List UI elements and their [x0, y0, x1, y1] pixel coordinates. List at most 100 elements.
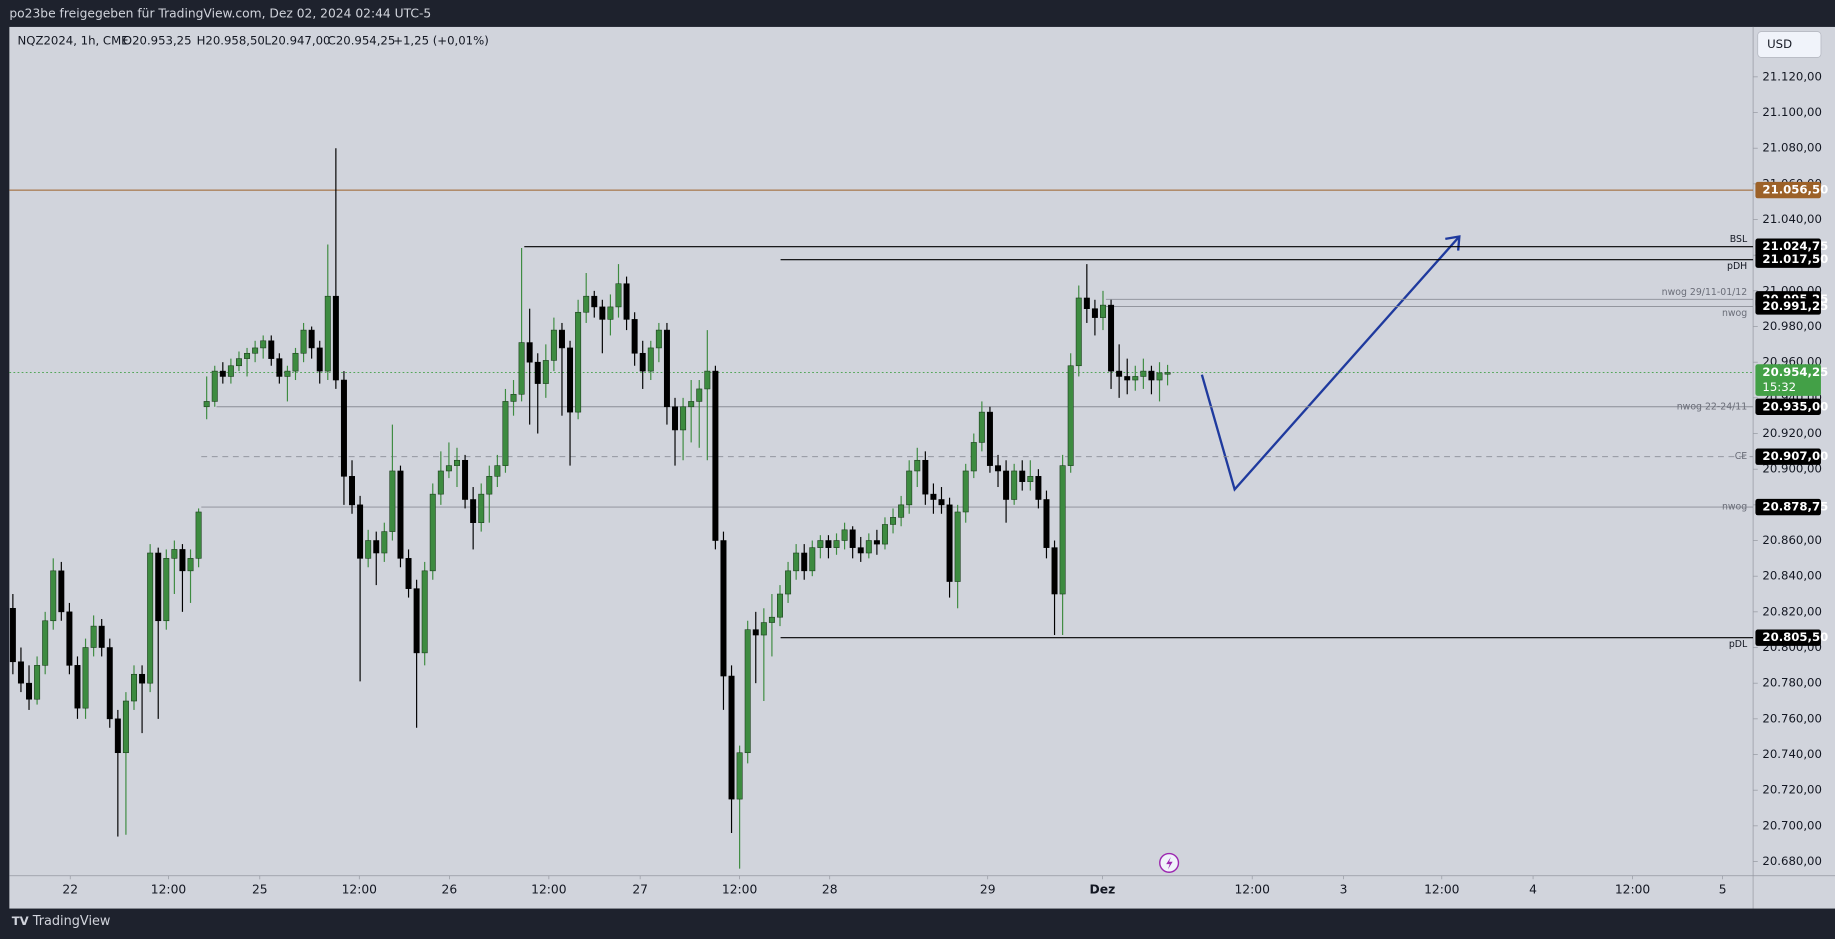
- candle-body: [1116, 370, 1123, 377]
- y-tick-label: 20.680,00: [1762, 854, 1821, 868]
- candle-body: [421, 570, 428, 654]
- candle-body: [930, 493, 937, 500]
- candle-body: [147, 552, 154, 684]
- candle-body: [1164, 372, 1171, 375]
- candle-body: [631, 319, 638, 354]
- candle-body: [954, 511, 961, 582]
- drawn-arrow: [1200, 235, 1461, 492]
- candle-body: [720, 540, 727, 677]
- legend-item: C20.954,25: [328, 33, 396, 47]
- candle-body: [801, 552, 808, 572]
- price-badge-label: 20.991,25: [1762, 299, 1828, 313]
- candle-body: [680, 406, 687, 431]
- candle-body: [809, 547, 816, 572]
- candle-body: [607, 306, 614, 320]
- candle-body: [179, 549, 186, 572]
- candle-body: [82, 647, 89, 709]
- currency-button[interactable]: [1757, 31, 1822, 58]
- candle-body: [857, 547, 864, 554]
- y-tick-label: 20.920,00: [1762, 426, 1821, 440]
- price-badge-label: 21.056,50: [1762, 183, 1828, 197]
- candle-body: [276, 358, 283, 377]
- currency[interactable]: USD: [1767, 37, 1792, 51]
- candle-body: [768, 616, 775, 623]
- candle-body: [696, 388, 703, 402]
- candle-body: [58, 570, 65, 613]
- price-badge-label: 20.935,00: [1762, 399, 1828, 413]
- candle-body: [728, 675, 735, 800]
- level-name: CE: [1735, 451, 1748, 462]
- candle-body: [777, 593, 783, 618]
- candle-body: [1156, 372, 1163, 381]
- candle-body: [34, 665, 41, 700]
- level-name: pDH: [1727, 261, 1747, 272]
- candle-body: [946, 504, 953, 582]
- price-badge-label: 20.954,25: [1762, 365, 1828, 379]
- candle-body: [558, 329, 565, 349]
- candle-body: [518, 342, 525, 395]
- candle-body: [752, 629, 759, 636]
- x-tick-label: 3: [1340, 882, 1348, 896]
- x-tick-label: 12:00: [531, 882, 566, 896]
- candle-body: [1132, 376, 1139, 381]
- candle-body: [470, 499, 477, 523]
- candle-body: [785, 570, 792, 595]
- x-tick-label: 12:00: [1615, 882, 1650, 896]
- candle-body: [1003, 470, 1010, 500]
- candle-body: [510, 393, 517, 402]
- x-tick-label: 12:00: [1424, 882, 1459, 896]
- y-tick-label: 20.700,00: [1762, 818, 1821, 832]
- candle-body: [131, 673, 137, 702]
- candle-body: [542, 360, 549, 384]
- candle-body: [1035, 476, 1042, 500]
- price-badge-label: 21.024,75: [1762, 239, 1828, 253]
- x-tick-label: 12:00: [151, 882, 186, 896]
- candle-body: [615, 283, 622, 308]
- candle-body: [300, 329, 307, 354]
- level-name: BSL: [1730, 234, 1748, 245]
- time-axis: [9, 875, 1835, 909]
- candle-body: [1043, 499, 1050, 548]
- candle-body: [914, 459, 921, 472]
- y-tick-label: 21.120,00: [1762, 69, 1821, 83]
- candle-body: [413, 588, 420, 654]
- candle-body: [252, 347, 259, 354]
- candle-body: [1027, 476, 1034, 482]
- candle-body: [9, 607, 16, 663]
- candle-body: [1124, 376, 1131, 381]
- candle-body: [244, 352, 251, 359]
- candle-body: [114, 718, 121, 754]
- candle-body: [284, 370, 291, 377]
- y-tick-label: 20.820,00: [1762, 604, 1821, 618]
- x-tick-label: 28: [822, 882, 838, 896]
- candle-body: [1059, 465, 1066, 595]
- candle-body: [575, 311, 582, 413]
- candle-body: [704, 370, 711, 390]
- candle-body: [978, 411, 985, 443]
- candle-body: [139, 673, 146, 684]
- candle-body: [1140, 370, 1147, 377]
- arrow-head: [1445, 235, 1461, 251]
- candle-body: [760, 622, 767, 636]
- candle-body: [663, 329, 670, 408]
- candle-body: [195, 511, 202, 559]
- tv-logo: TV: [12, 914, 29, 928]
- candle-body: [623, 283, 630, 320]
- candle-body: [203, 401, 210, 408]
- candle-body: [66, 611, 73, 666]
- legend-item: O20.953,25: [123, 33, 192, 47]
- candle-body: [42, 620, 49, 666]
- candle-body: [1108, 304, 1115, 372]
- candle-body: [898, 504, 905, 518]
- candle-body: [397, 470, 404, 559]
- candle-body: [672, 406, 679, 431]
- candle-body: [316, 347, 323, 372]
- candle-body: [1011, 470, 1018, 500]
- candle-body: [825, 540, 832, 548]
- candle-body: [1067, 365, 1074, 466]
- candles: [9, 148, 1171, 869]
- event-bolt: [1166, 857, 1173, 870]
- price-badge: [1755, 398, 1821, 415]
